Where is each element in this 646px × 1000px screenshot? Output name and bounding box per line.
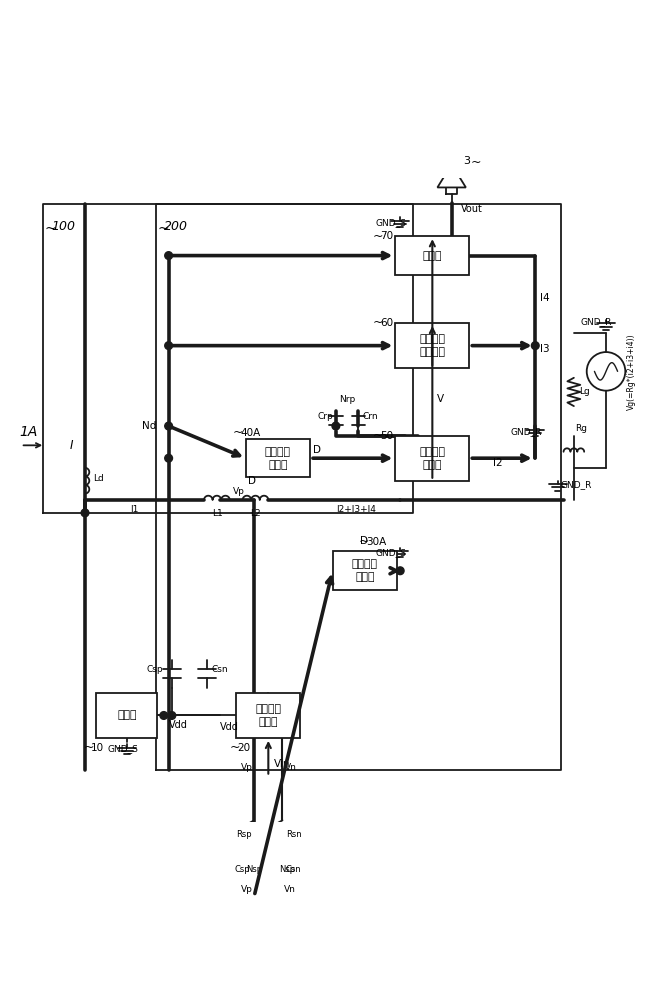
Circle shape [160,712,168,719]
Circle shape [168,712,176,719]
Circle shape [532,342,539,349]
Text: ~: ~ [373,429,383,442]
Text: 差动信号
输入部: 差动信号 输入部 [419,447,445,470]
Text: Lg: Lg [579,387,590,396]
Text: Vp: Vp [242,763,253,772]
Circle shape [165,422,172,430]
Text: 50: 50 [380,431,393,441]
Circle shape [397,567,404,575]
Text: 数字信号
处理电路: 数字信号 处理电路 [419,334,445,357]
Text: I1: I1 [130,505,138,514]
Circle shape [587,352,625,391]
Text: 70: 70 [380,231,393,241]
Text: 200: 200 [164,220,188,233]
Text: ~: ~ [230,741,240,754]
FancyBboxPatch shape [333,551,397,590]
Text: GND_S: GND_S [376,218,406,227]
Text: Vn: Vn [285,763,297,772]
Text: ~: ~ [471,156,481,169]
Text: 10: 10 [91,743,104,753]
Text: ~: ~ [45,222,56,236]
Text: ~: ~ [373,316,383,329]
Text: D: D [248,476,256,486]
Text: 1A: 1A [19,425,37,439]
FancyBboxPatch shape [395,236,470,275]
Text: Crp: Crp [318,412,333,421]
Text: Nd: Nd [141,421,156,431]
Text: 放大器: 放大器 [422,251,442,261]
Text: 数据信号
接收部: 数据信号 接收部 [265,447,291,470]
Text: ~: ~ [373,229,383,242]
Text: Vp: Vp [233,487,245,496]
Text: Vp: Vp [242,885,253,894]
Text: I3: I3 [541,344,550,354]
Text: ~: ~ [83,741,94,754]
Text: ~: ~ [233,426,244,439]
Circle shape [165,342,172,349]
Text: D: D [360,536,368,546]
Circle shape [250,892,258,900]
FancyBboxPatch shape [236,693,300,738]
Text: V: V [437,394,444,404]
Text: Vn: Vn [284,885,297,894]
Text: Rsn: Rsn [286,830,302,839]
Text: Nrp: Nrp [339,395,355,404]
Text: Csn: Csn [286,865,301,874]
Text: 100: 100 [52,220,76,233]
Text: 差动信号
输出部: 差动信号 输出部 [255,704,281,727]
Text: 20: 20 [238,743,251,753]
Circle shape [165,454,172,462]
Text: GND_R: GND_R [580,317,612,326]
Text: Crn: Crn [362,412,378,421]
Text: ~: ~ [359,535,369,548]
Text: Ld: Ld [93,474,103,483]
Text: 30A: 30A [366,537,386,547]
Text: D: D [313,445,321,455]
Text: 60: 60 [380,318,393,328]
Text: Csp: Csp [235,865,251,874]
Text: Vout: Vout [461,204,483,214]
Text: Csn: Csn [211,665,227,674]
FancyBboxPatch shape [246,439,310,477]
FancyBboxPatch shape [395,436,470,481]
Text: Rg: Rg [575,424,587,433]
Circle shape [81,509,89,517]
Text: L1: L1 [212,509,222,518]
Text: 电源部: 电源部 [117,710,136,720]
Circle shape [332,422,340,430]
Text: Csp: Csp [146,665,163,674]
Text: Nsp: Nsp [246,865,262,874]
FancyBboxPatch shape [96,693,158,738]
Text: L2: L2 [250,509,261,518]
Polygon shape [437,164,466,187]
Text: I: I [70,439,73,452]
FancyBboxPatch shape [395,323,470,368]
Text: Vdd: Vdd [169,720,187,730]
Text: I2+I3+I4: I2+I3+I4 [336,505,376,514]
Text: Rsp: Rsp [236,830,252,839]
Text: 40A: 40A [241,428,261,438]
Text: Vg(=Rg*(i2+i3+i4)): Vg(=Rg*(i2+i3+i4)) [627,333,636,410]
Text: ~: ~ [157,222,169,236]
Text: I4: I4 [541,293,550,303]
Text: 3: 3 [463,156,470,166]
Text: Vin: Vin [273,759,290,769]
Text: Vdd: Vdd [220,722,239,732]
Text: GND_R: GND_R [511,427,542,436]
Text: 数据信号
发送部: 数据信号 发送部 [352,559,378,582]
Text: GND_S: GND_S [376,548,406,557]
Circle shape [165,252,172,259]
Text: Nsp: Nsp [279,865,295,874]
Text: I2: I2 [494,458,503,468]
Text: GND_R: GND_R [561,480,592,489]
Text: GND_S: GND_S [107,744,138,753]
